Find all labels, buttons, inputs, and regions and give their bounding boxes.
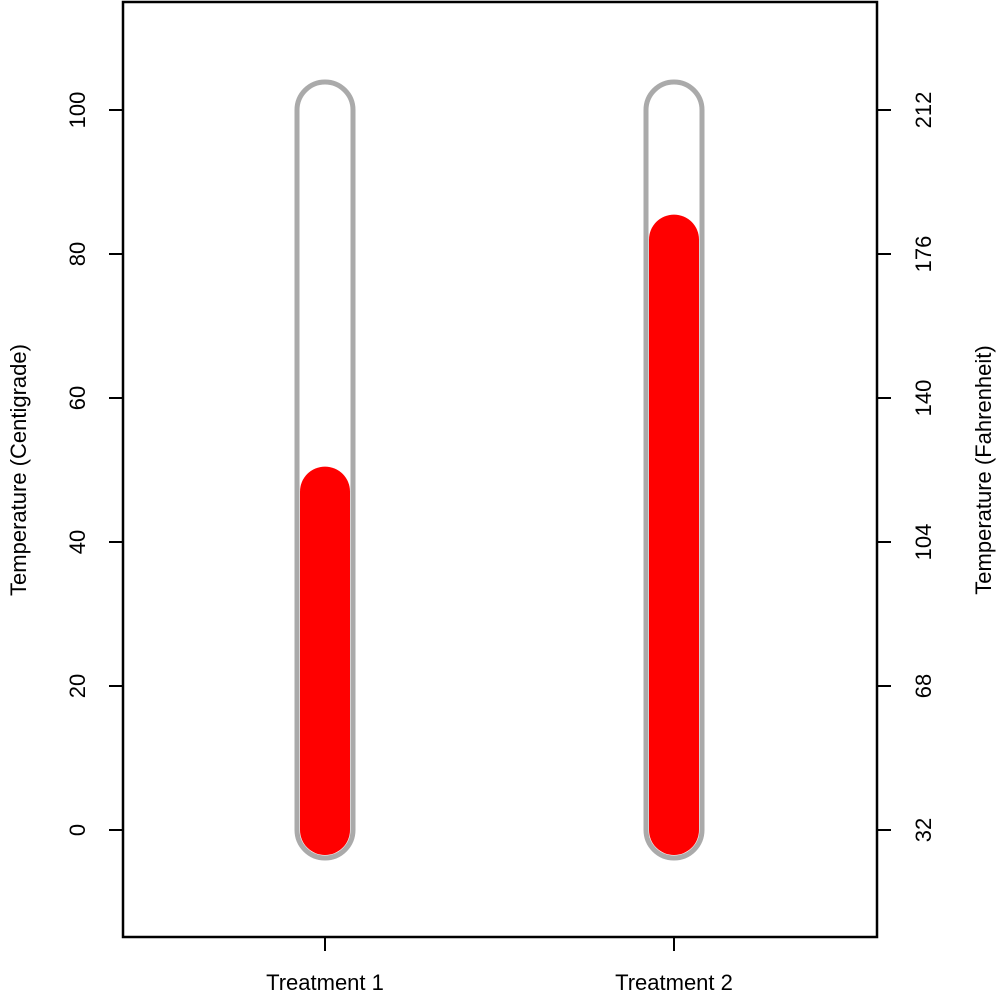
thermometer-fill (649, 214, 699, 856)
left-tick-label: 20 (65, 674, 90, 698)
left-y-axis: 0 20 40 60 80 100 (65, 92, 123, 836)
thermometer (294, 79, 356, 861)
right-tick-label: 140 (911, 380, 936, 417)
thermometers (294, 79, 705, 861)
left-tick-label: 100 (65, 92, 90, 129)
left-tick-label: 40 (65, 530, 90, 554)
right-tick-label: 176 (911, 236, 936, 273)
left-tick-label: 60 (65, 386, 90, 410)
thermometer-fill (300, 466, 350, 855)
thermometer (643, 79, 705, 861)
left-tick-label: 80 (65, 242, 90, 266)
left-axis-title: Temperature (Centigrade) (6, 344, 31, 596)
x-axis: Treatment 1 Treatment 2 (266, 937, 733, 995)
x-tick-label: Treatment 1 (266, 970, 384, 995)
right-axis-title: Temperature (Fahrenheit) (971, 345, 996, 594)
right-y-axis: 32 68 104 140 176 212 (877, 92, 936, 842)
right-tick-label: 32 (911, 818, 936, 842)
right-tick-label: 68 (911, 674, 936, 698)
left-tick-label: 0 (65, 824, 90, 836)
x-tick-label: Treatment 2 (615, 970, 733, 995)
plot-frame (121, 0, 879, 939)
right-tick-label: 104 (911, 524, 936, 561)
right-tick-label: 212 (911, 92, 936, 129)
